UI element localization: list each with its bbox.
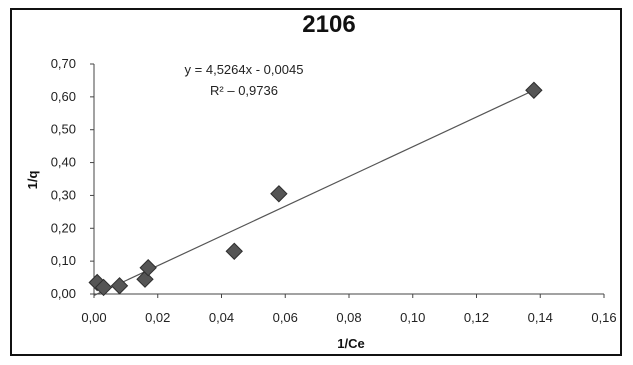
trendline-r-squared: R² – 0,9736 xyxy=(210,83,278,98)
y-tick-label: 0,50 xyxy=(51,122,76,137)
x-tick-label: 0,06 xyxy=(273,310,298,325)
x-tick-label: 0,10 xyxy=(400,310,425,325)
y-axis-title: 1/q xyxy=(25,171,40,190)
data-point xyxy=(110,277,129,295)
x-axis-title: 1/Ce xyxy=(337,336,364,351)
x-tick-label: 0,08 xyxy=(336,310,361,325)
y-tick-label: 0,70 xyxy=(51,56,76,71)
x-tick-label: 0,12 xyxy=(464,310,489,325)
data-point xyxy=(139,259,157,277)
trendline xyxy=(93,88,538,297)
y-tick-label: 0,30 xyxy=(51,187,76,202)
chart-title: 2106 xyxy=(302,11,355,38)
y-tick-label: 0,20 xyxy=(51,220,76,235)
x-tick-label: 0,04 xyxy=(209,310,234,325)
x-tick-label: 0,02 xyxy=(145,310,170,325)
y-tick-label: 0,10 xyxy=(51,253,76,268)
y-tick-label: 0,00 xyxy=(51,286,76,301)
y-tick-label: 0,60 xyxy=(51,89,76,104)
trendline-equation: y = 4,5264x - 0,0045 xyxy=(185,62,304,77)
data-point xyxy=(525,81,543,99)
data-point xyxy=(136,270,154,288)
data-point xyxy=(270,185,288,203)
x-tick-label: 0,00 xyxy=(81,310,106,325)
data-point xyxy=(225,242,243,260)
y-tick-label: 0,40 xyxy=(51,155,76,170)
data-point xyxy=(94,278,113,297)
x-tick-label: 0,16 xyxy=(591,310,616,325)
x-tick-label: 0,14 xyxy=(528,310,553,325)
chart-frame xyxy=(10,8,622,356)
